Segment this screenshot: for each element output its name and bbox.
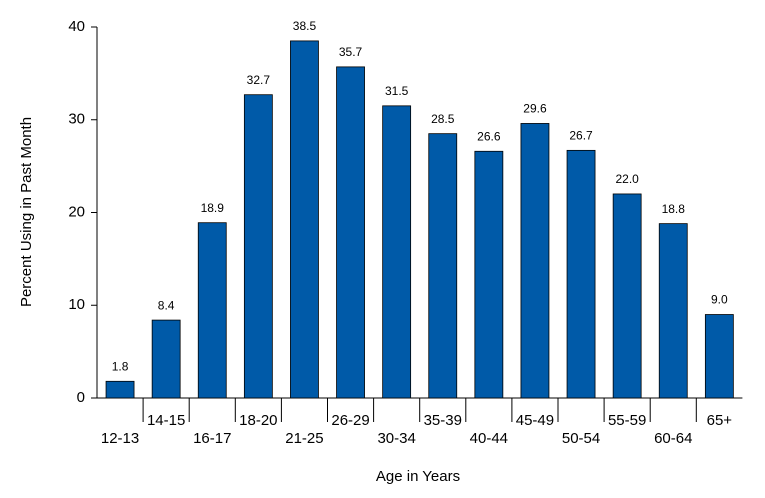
value-label: 22.0 <box>615 172 639 186</box>
value-label: 28.5 <box>431 112 455 126</box>
bar <box>197 222 227 399</box>
x-axis-label: Age in Years <box>376 468 460 485</box>
x-tick-label: 12-13 <box>101 430 139 447</box>
bar <box>428 133 458 399</box>
value-label: 31.5 <box>385 84 409 98</box>
bar <box>658 223 688 399</box>
x-tick-label: 60-64 <box>654 430 692 447</box>
value-label: 9.0 <box>711 293 728 307</box>
value-label: 38.5 <box>293 19 317 33</box>
bar <box>243 94 273 399</box>
x-tick-label: 16-17 <box>193 430 231 447</box>
y-tick-label: 10 <box>68 296 85 313</box>
y-tick-label: 20 <box>68 203 85 220</box>
y-axis-label: Percent Using in Past Month <box>18 117 35 307</box>
bar <box>151 319 181 399</box>
x-tick-label: 35-39 <box>424 412 462 429</box>
y-tick-label: 30 <box>68 111 85 128</box>
y-tick-label: 40 <box>68 18 85 35</box>
x-tick-label: 21-25 <box>285 430 323 447</box>
x-tick-label: 65+ <box>707 412 733 429</box>
x-tick-label: 18-20 <box>239 412 277 429</box>
bar <box>612 193 642 399</box>
x-tick-label: 14-15 <box>147 412 185 429</box>
x-tick-label: 26-29 <box>331 412 369 429</box>
value-label: 29.6 <box>523 102 547 116</box>
value-label: 35.7 <box>339 45 363 59</box>
bar <box>290 40 319 399</box>
x-tick-label: 50-54 <box>562 430 600 447</box>
bar <box>566 149 596 399</box>
bar <box>520 123 550 399</box>
value-label: 1.8 <box>112 359 129 373</box>
x-tick-label: 55-59 <box>608 412 646 429</box>
bar <box>105 380 135 399</box>
value-label: 32.7 <box>247 73 271 87</box>
x-tick-label: 45-49 <box>516 412 554 429</box>
bar <box>382 105 412 399</box>
value-label: 26.7 <box>569 129 593 143</box>
value-label: 18.9 <box>201 201 225 215</box>
bar <box>704 314 734 399</box>
value-label: 18.8 <box>662 202 686 216</box>
value-label: 8.4 <box>158 298 175 312</box>
y-tick-label: 0 <box>77 389 85 406</box>
bar <box>336 66 365 399</box>
value-label: 26.6 <box>477 129 501 143</box>
bar <box>474 150 504 399</box>
x-tick-label: 30-34 <box>377 430 415 447</box>
x-tick-label: 40-44 <box>470 430 508 447</box>
